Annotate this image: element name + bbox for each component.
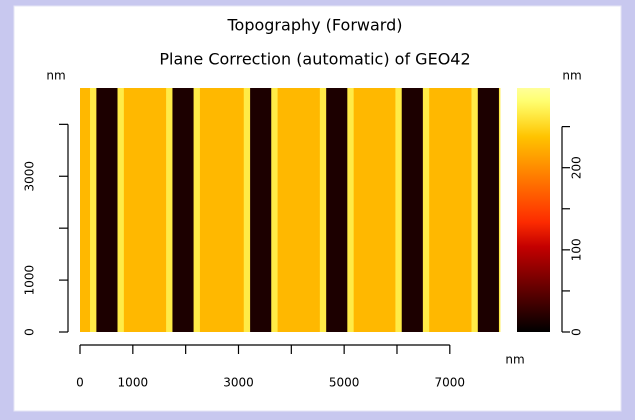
height-strip — [395, 88, 403, 332]
height-strip — [271, 88, 278, 332]
x-unit: nm — [505, 353, 524, 367]
chart-title: Topography (Forward) — [226, 16, 402, 35]
height-strip — [347, 88, 355, 332]
x-tick-label: 1000 — [118, 376, 149, 390]
height-strip — [401, 88, 424, 332]
x-tick-label: 0 — [76, 376, 84, 390]
height-strip — [123, 88, 167, 332]
z-tick-label: 200 — [570, 156, 584, 179]
height-strip — [90, 88, 97, 332]
height-strip — [166, 88, 173, 332]
height-strip — [319, 88, 327, 332]
height-strip — [199, 88, 245, 332]
z-tick-label: 100 — [570, 238, 584, 261]
height-strip — [477, 88, 500, 332]
y-tick-label: 3000 — [23, 161, 37, 192]
height-strip — [353, 88, 396, 332]
height-strip — [117, 88, 125, 332]
height-strip — [250, 88, 272, 332]
height-strip — [498, 88, 501, 332]
x-tick-label: 7000 — [435, 376, 466, 390]
chart-subtitle: Plane Correction (automatic) of GEO42 — [159, 50, 470, 69]
x-tick-label: 3000 — [223, 376, 254, 390]
colorbar — [517, 88, 550, 332]
height-strip — [96, 88, 118, 332]
y-tick-label: 0 — [23, 328, 37, 336]
y-tick-label: 1000 — [23, 265, 37, 296]
height-strip — [193, 88, 201, 332]
height-strip — [422, 88, 430, 332]
z-unit: nm — [562, 69, 581, 83]
z-tick-label: 0 — [570, 328, 584, 336]
y-unit: nm — [46, 69, 65, 83]
height-strip — [243, 88, 251, 332]
height-strip — [277, 88, 321, 332]
height-strip — [172, 88, 194, 332]
height-strip — [326, 88, 348, 332]
height-strip — [80, 88, 91, 332]
x-tick-label: 5000 — [329, 376, 360, 390]
height-strip — [471, 88, 479, 332]
height-strip — [429, 88, 472, 332]
